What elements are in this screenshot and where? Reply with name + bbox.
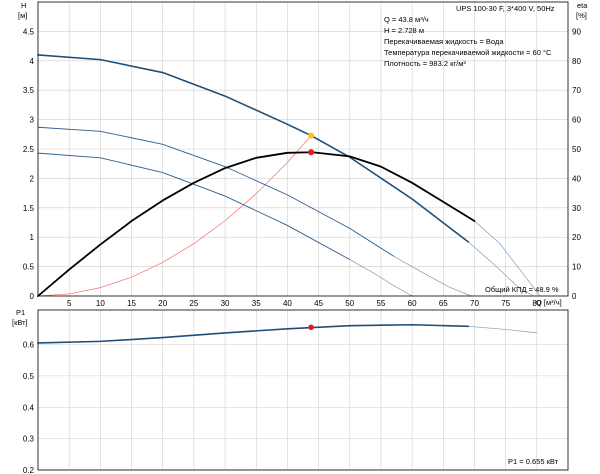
x-tick-label: 5	[67, 299, 72, 308]
top-chart-frame	[37, 1, 569, 297]
x-tick-label: 15	[127, 299, 136, 308]
y-p1-tick-label: 0.5	[23, 372, 35, 381]
info-line-temperature: Температура перекачиваемой жидкости = 60…	[384, 48, 552, 57]
y-left-tick-label: 2	[30, 174, 35, 183]
x-tick-label: 10	[96, 299, 105, 308]
y-left-tick-label: 4	[30, 57, 35, 66]
y-axis-unit-h: [м]	[18, 11, 27, 20]
chart-title: UPS 100-30 F, 3*400 V, 50Hz	[456, 4, 555, 13]
pump-curve-speed-2-extension-line	[393, 255, 472, 297]
bottom-chart-series	[37, 323, 538, 344]
x-tick-label: 35	[252, 299, 261, 308]
y-right-tick-label: 60	[572, 116, 581, 125]
efficiency-extension-line	[474, 220, 541, 297]
y-right-tick-label: 0	[572, 292, 577, 301]
power-extension-line	[467, 325, 538, 334]
y-left-tick-label: 3	[30, 116, 35, 125]
y-right-tick-label: 80	[572, 57, 581, 66]
bottom-chart-frame	[37, 309, 569, 471]
y-right-tick-label: 70	[572, 86, 581, 95]
y-p1-tick-label: 0.2	[23, 466, 35, 474]
y-right-tick-label: 20	[572, 233, 581, 242]
x-tick-label: 20	[158, 299, 167, 308]
x-axis-label: Q [м³/ч]	[536, 298, 562, 307]
y-p1-tick-label: 0.3	[23, 435, 35, 444]
y-right-tick-label: 40	[572, 174, 581, 183]
operating-point-marker	[308, 132, 315, 139]
x-tick-label: 70	[470, 299, 479, 308]
y-right-tick-label: 30	[572, 204, 581, 213]
power-line	[37, 323, 470, 344]
x-tick-label: 80	[532, 299, 541, 308]
bottom-chart-grid	[38, 310, 568, 471]
y-left-tick-label: 0.5	[23, 263, 35, 272]
y-axis-label-eta: eta	[577, 1, 588, 10]
efficiency-line	[37, 151, 476, 297]
y-left-tick-label: 1.5	[23, 204, 35, 213]
y-axis-label-h: H	[21, 1, 26, 10]
info-line-head: H = 2.728 м	[384, 26, 424, 35]
y-axis-unit-p1: [кВт]	[12, 318, 28, 327]
info-line-flow: Q = 43.8 м³/ч	[384, 15, 429, 24]
info-line-density: Плотность = 983.2 кг/м³	[384, 59, 466, 68]
power-point-marker	[308, 324, 314, 331]
top-chart-grid	[38, 2, 568, 296]
y-left-tick-label: 0	[30, 292, 35, 301]
y-p1-tick-label: 0.4	[23, 403, 35, 412]
pump-curve-speed-1-line	[37, 152, 351, 260]
power-label: P1 = 0.655 кВт	[508, 457, 559, 466]
pump-curve-speed-3-extension-line	[467, 241, 535, 297]
y-left-tick-label: 2.5	[23, 145, 35, 154]
x-tick-label: 75	[501, 299, 510, 308]
y-axis-unit-eta: [%]	[576, 11, 587, 20]
y-p1-tick-label: 0.6	[23, 341, 35, 350]
top-chart-series	[37, 54, 541, 297]
x-tick-label: 65	[439, 299, 448, 308]
y-right-tick-label: 10	[572, 263, 581, 272]
pump-curve-speed-3-line	[37, 54, 470, 243]
y-left-tick-label: 1	[30, 233, 35, 242]
x-tick-label: 55	[376, 299, 385, 308]
x-tick-label: 30	[221, 299, 230, 308]
pump-curve-speed-1-extension-line	[349, 259, 413, 297]
y-right-tick-label: 50	[572, 145, 581, 154]
x-tick-label: 60	[408, 299, 417, 308]
pump-curve-speed-2-line	[37, 126, 394, 257]
bottom-chart-ticks: 0.2 0.3 0.4 0.5 0.6	[23, 341, 35, 474]
y-right-tick-label: 90	[572, 27, 581, 36]
x-tick-label: 25	[189, 299, 198, 308]
x-tick-label: 40	[283, 299, 292, 308]
efficiency-label: Общий КПД = 48.9 %	[485, 285, 559, 294]
top-chart-ticks: 5 10 15 20 25 30 35 40 45 50 55 60 65 70 75 8000.511.52…	[23, 27, 582, 308]
info-line-liquid: Перекачиваемая жидкость = Вода	[384, 37, 504, 46]
x-tick-label: 45	[314, 299, 323, 308]
y-left-tick-label: 4.5	[23, 27, 35, 36]
efficiency-point-marker	[308, 149, 315, 156]
system-curve-line	[37, 135, 312, 297]
y-left-tick-label: 3.5	[23, 86, 35, 95]
y-axis-label-p1: P1	[16, 308, 25, 317]
x-tick-label: 50	[345, 299, 354, 308]
